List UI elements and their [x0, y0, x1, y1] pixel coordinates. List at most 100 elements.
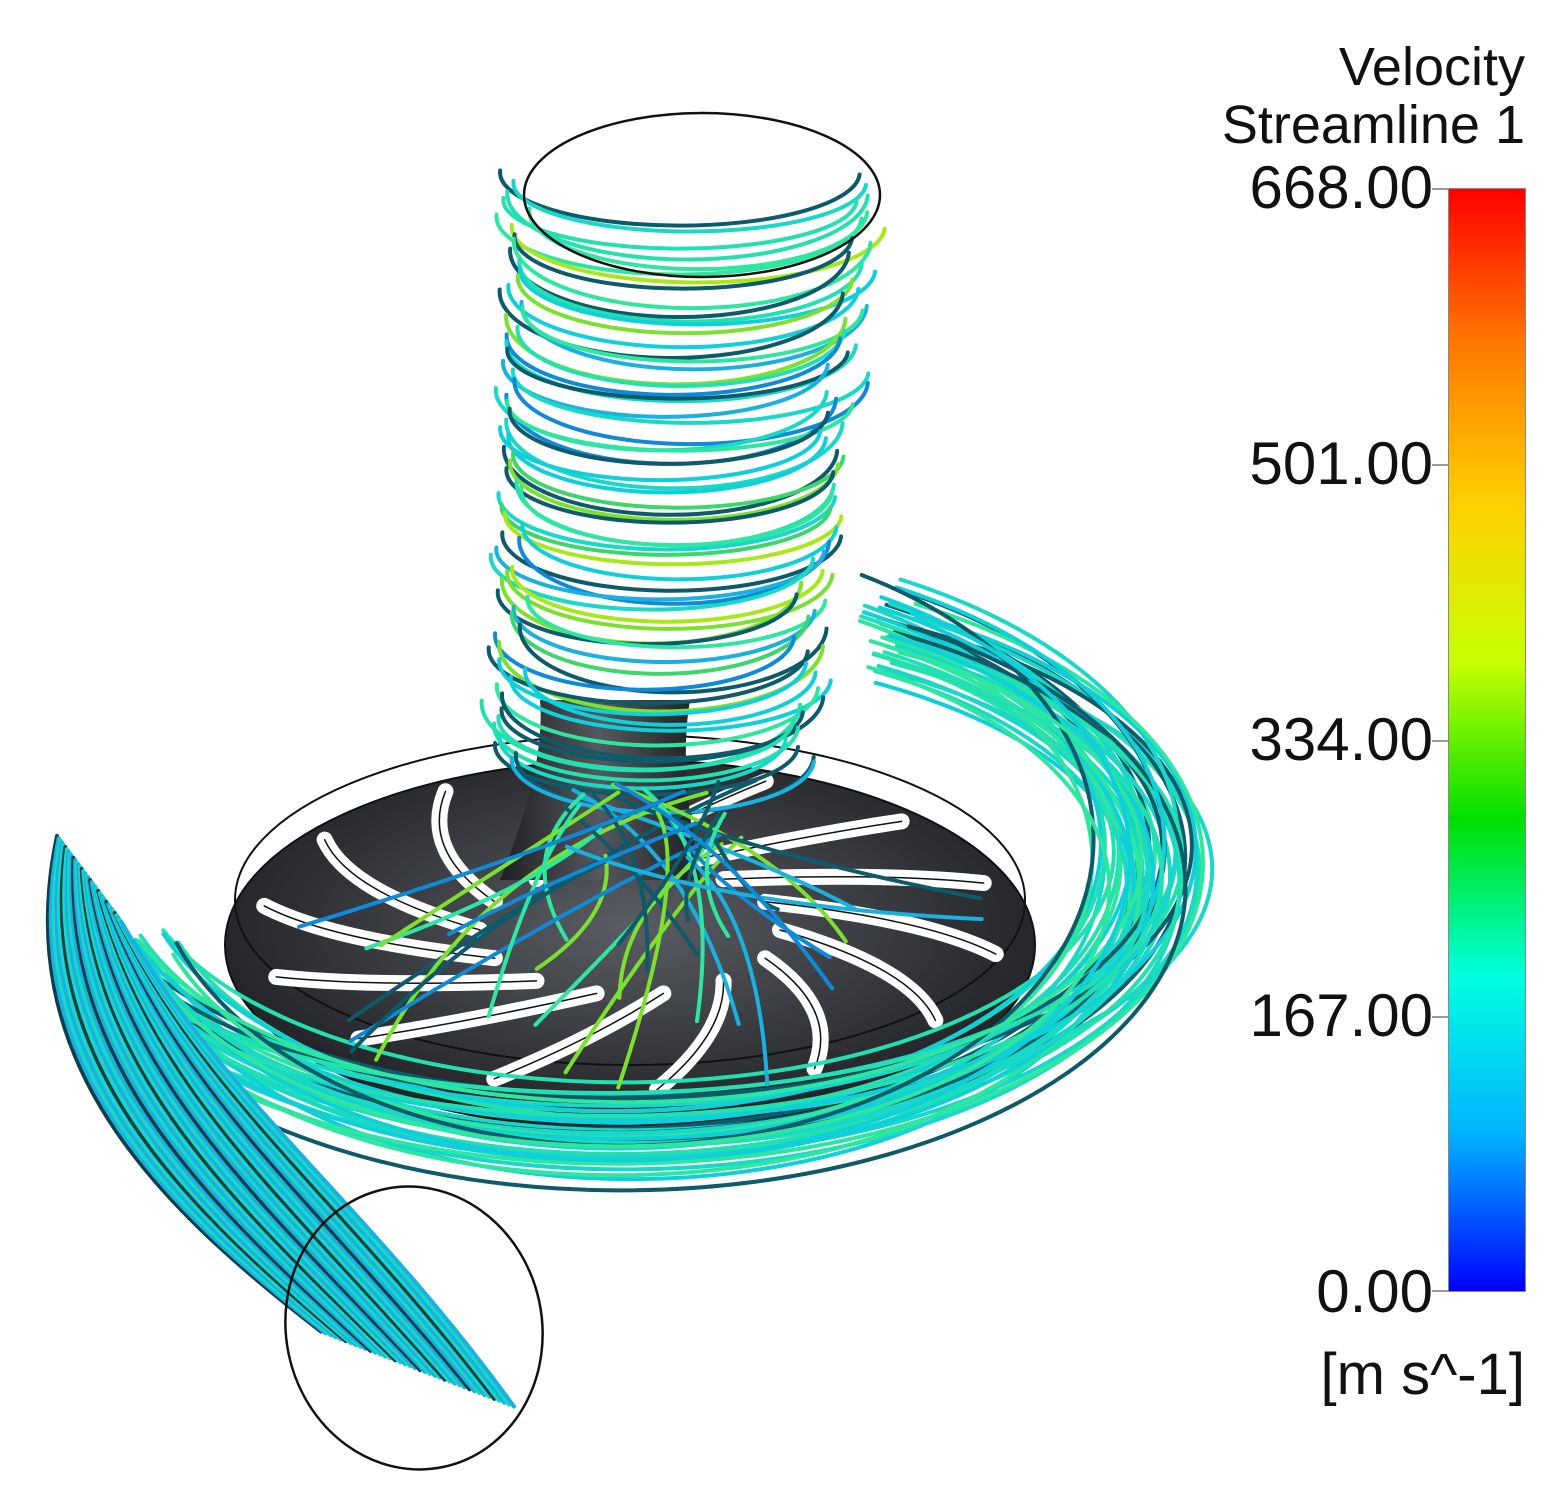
- tick-mark: [1432, 464, 1448, 466]
- volute-streamline: [144, 595, 1132, 1163]
- color-scale-bar: [1448, 188, 1526, 1292]
- swirl-streamline: [500, 691, 826, 761]
- blade-edge: [764, 957, 822, 1070]
- tick-label-max: 668.00: [1249, 154, 1433, 221]
- swirl-streamline: [497, 657, 808, 717]
- outlet-streamline: [69, 853, 368, 1351]
- swirl-streamline: [511, 450, 846, 510]
- tick-label: 334.00: [1249, 706, 1433, 773]
- outlet-streamline: [48, 836, 328, 1336]
- swirl-streamline: [506, 432, 828, 495]
- passage-streamline: [364, 827, 603, 951]
- swirl-streamline: [510, 367, 871, 425]
- blade-edge: [493, 992, 665, 1080]
- swirl-streamline: [512, 377, 870, 447]
- outlet-streamline: [51, 838, 333, 1338]
- swirl-streamline: [518, 265, 878, 327]
- passage-streamline: [446, 821, 698, 937]
- passage-streamline: [577, 794, 858, 912]
- swirl-streamline: [493, 631, 797, 692]
- passage-streamline: [616, 810, 670, 1090]
- swirl-streamline: [523, 666, 818, 727]
- passage-streamline: [641, 787, 705, 1024]
- outlet-streamline: [92, 884, 437, 1378]
- swirl-streamline: [517, 257, 864, 324]
- volute-streamline: [63, 602, 1205, 1166]
- swirl-streamline: [509, 222, 887, 285]
- swirl-streamline: [515, 273, 855, 336]
- outlet-streamline: [71, 856, 373, 1353]
- swirl-streamline: [498, 168, 862, 228]
- swirl-streamline: [497, 640, 825, 714]
- volute-streamline: [88, 624, 1188, 1193]
- passage-streamline: [685, 855, 770, 1087]
- swirl-streamline: [499, 502, 833, 557]
- outlet-streamline: [78, 864, 393, 1361]
- outlet-streamline: [59, 845, 348, 1344]
- outlet-streamline: [96, 889, 447, 1382]
- outlet-streamline: [86, 875, 418, 1371]
- tick-mark: [1432, 1016, 1448, 1018]
- swirl-streamline: [505, 398, 855, 453]
- swirl-streamline: [504, 417, 845, 491]
- blade-edge: [779, 929, 937, 1022]
- tick-label: 167.00: [1249, 982, 1433, 1049]
- swirl-streamline: [501, 444, 840, 517]
- swirl-streamline: [507, 406, 830, 466]
- outlet-pipe-streamlines: [45, 834, 517, 1409]
- swirl-column-streamlines: [479, 168, 887, 816]
- outlet-streamline: [119, 919, 517, 1409]
- outlet-streamline: [89, 880, 427, 1374]
- swirl-streamline: [496, 491, 838, 552]
- blade-edge: [275, 976, 538, 985]
- volute-streamline: [174, 572, 1096, 1148]
- outlet-streamline: [62, 847, 353, 1346]
- outlet-streamline: [76, 862, 388, 1359]
- outlet-streamline: [73, 858, 378, 1355]
- outlet-streamline: [84, 873, 413, 1369]
- top-outlet-boundary: [522, 111, 882, 279]
- swirl-streamline: [515, 324, 847, 388]
- outlet-streamline: [64, 849, 358, 1347]
- outlet-streamline: [81, 869, 403, 1365]
- outlet-streamline: [88, 878, 422, 1372]
- passage-streamline: [297, 789, 686, 929]
- tick-mark: [1432, 1290, 1448, 1292]
- passage-streamline: [534, 853, 609, 971]
- swirl-streamline: [501, 195, 859, 251]
- swirl-streamline: [509, 610, 811, 676]
- legend-subtitle: Streamline 1: [1221, 95, 1525, 155]
- swirl-streamline: [511, 236, 873, 311]
- blade-edge: [656, 980, 725, 1091]
- volute-streamline: [113, 668, 1145, 1108]
- swirl-streamline: [505, 568, 835, 631]
- tick-mark: [1432, 740, 1448, 742]
- volute-streamlines: [56, 572, 1215, 1193]
- outlet-streamline: [99, 893, 457, 1386]
- swirl-streamline: [506, 282, 861, 350]
- legend-title: Velocity: [1338, 37, 1525, 97]
- passage-streamline: [613, 781, 835, 991]
- swirl-streamline: [502, 510, 844, 567]
- swirl-streamline: [510, 564, 825, 624]
- outlet-streamline: [83, 871, 408, 1367]
- swirl-streamline: [520, 521, 839, 582]
- outlet-streamline: [97, 891, 452, 1384]
- swirl-streamline: [504, 332, 843, 397]
- volute-streamline: [136, 644, 1144, 1105]
- swirl-streamline: [507, 458, 841, 522]
- blade-edge: [263, 905, 496, 959]
- swirl-streamline: [511, 604, 817, 665]
- swirl-streamline: [519, 485, 835, 548]
- outlet-streamline: [67, 851, 363, 1349]
- passage-streamline: [704, 811, 731, 938]
- swirl-streamline: [497, 287, 845, 360]
- outlet-streamline: [54, 840, 338, 1340]
- pipe-inlet-boundary: [284, 1185, 544, 1471]
- blade-passage-streamlines: [297, 778, 984, 1090]
- outlet-streamline: [45, 834, 323, 1334]
- tick-label: 501.00: [1249, 430, 1433, 497]
- passage-streamline: [562, 805, 700, 957]
- passage-streamline: [564, 844, 984, 922]
